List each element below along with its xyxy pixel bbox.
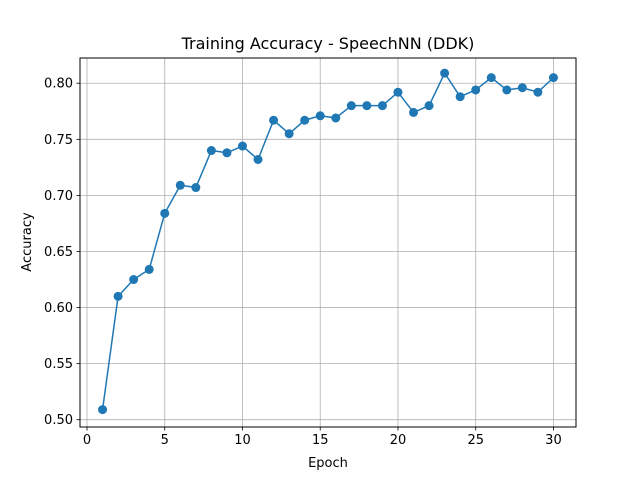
data-point (160, 208, 170, 218)
data-point (502, 85, 512, 95)
data-point (206, 146, 216, 156)
data-point (377, 101, 387, 111)
data-point (144, 264, 154, 274)
y-axis-label: Accuracy (20, 212, 35, 272)
x-tick-label: 5 (161, 433, 169, 448)
data-point (424, 101, 434, 111)
y-tick-label: 0.55 (44, 357, 73, 372)
y-tick-label: 0.75 (44, 133, 73, 148)
data-point (269, 115, 279, 125)
data-point (113, 291, 123, 301)
data-point (517, 83, 527, 93)
chart-title: Training Accuracy - SpeechNN (DDK) (181, 34, 475, 53)
data-point (222, 148, 232, 158)
data-point (237, 141, 247, 151)
data-point (98, 405, 108, 415)
y-tick-label: 0.60 (44, 301, 73, 316)
data-point (175, 180, 185, 190)
x-tick-label: 25 (467, 433, 484, 448)
x-tick-label: 10 (234, 433, 251, 448)
data-point (548, 73, 558, 83)
x-tick-label: 30 (545, 433, 562, 448)
data-point (440, 68, 450, 78)
data-point (455, 92, 465, 102)
axis-ticks: 0 5 10 15 20 25 30 0.50 0.55 0.60 0.65 0.70 0.75 0.80 (44, 77, 562, 448)
x-tick-label: 20 (390, 433, 407, 448)
data-point (331, 113, 341, 123)
grid (80, 58, 576, 427)
data-point (486, 73, 496, 83)
data-point (300, 115, 310, 125)
data-point (253, 155, 263, 165)
data-point (362, 101, 372, 111)
x-tick-label: 0 (83, 433, 91, 448)
data-point (315, 111, 325, 121)
x-axis-label: Epoch (308, 456, 348, 471)
x-tick-label: 15 (312, 433, 329, 448)
data-point (409, 107, 419, 117)
data-point (533, 87, 543, 97)
plot-frame (79, 57, 577, 428)
data-point (471, 85, 481, 95)
data-series (98, 68, 558, 415)
y-tick-label: 0.80 (44, 77, 73, 92)
y-tick-label: 0.65 (44, 245, 73, 260)
y-tick-label: 0.50 (44, 413, 73, 428)
data-point (129, 275, 139, 285)
data-point (191, 183, 201, 193)
y-tick-label: 0.70 (44, 189, 73, 204)
data-point (393, 87, 403, 97)
data-point (284, 129, 294, 139)
data-point (346, 101, 356, 111)
